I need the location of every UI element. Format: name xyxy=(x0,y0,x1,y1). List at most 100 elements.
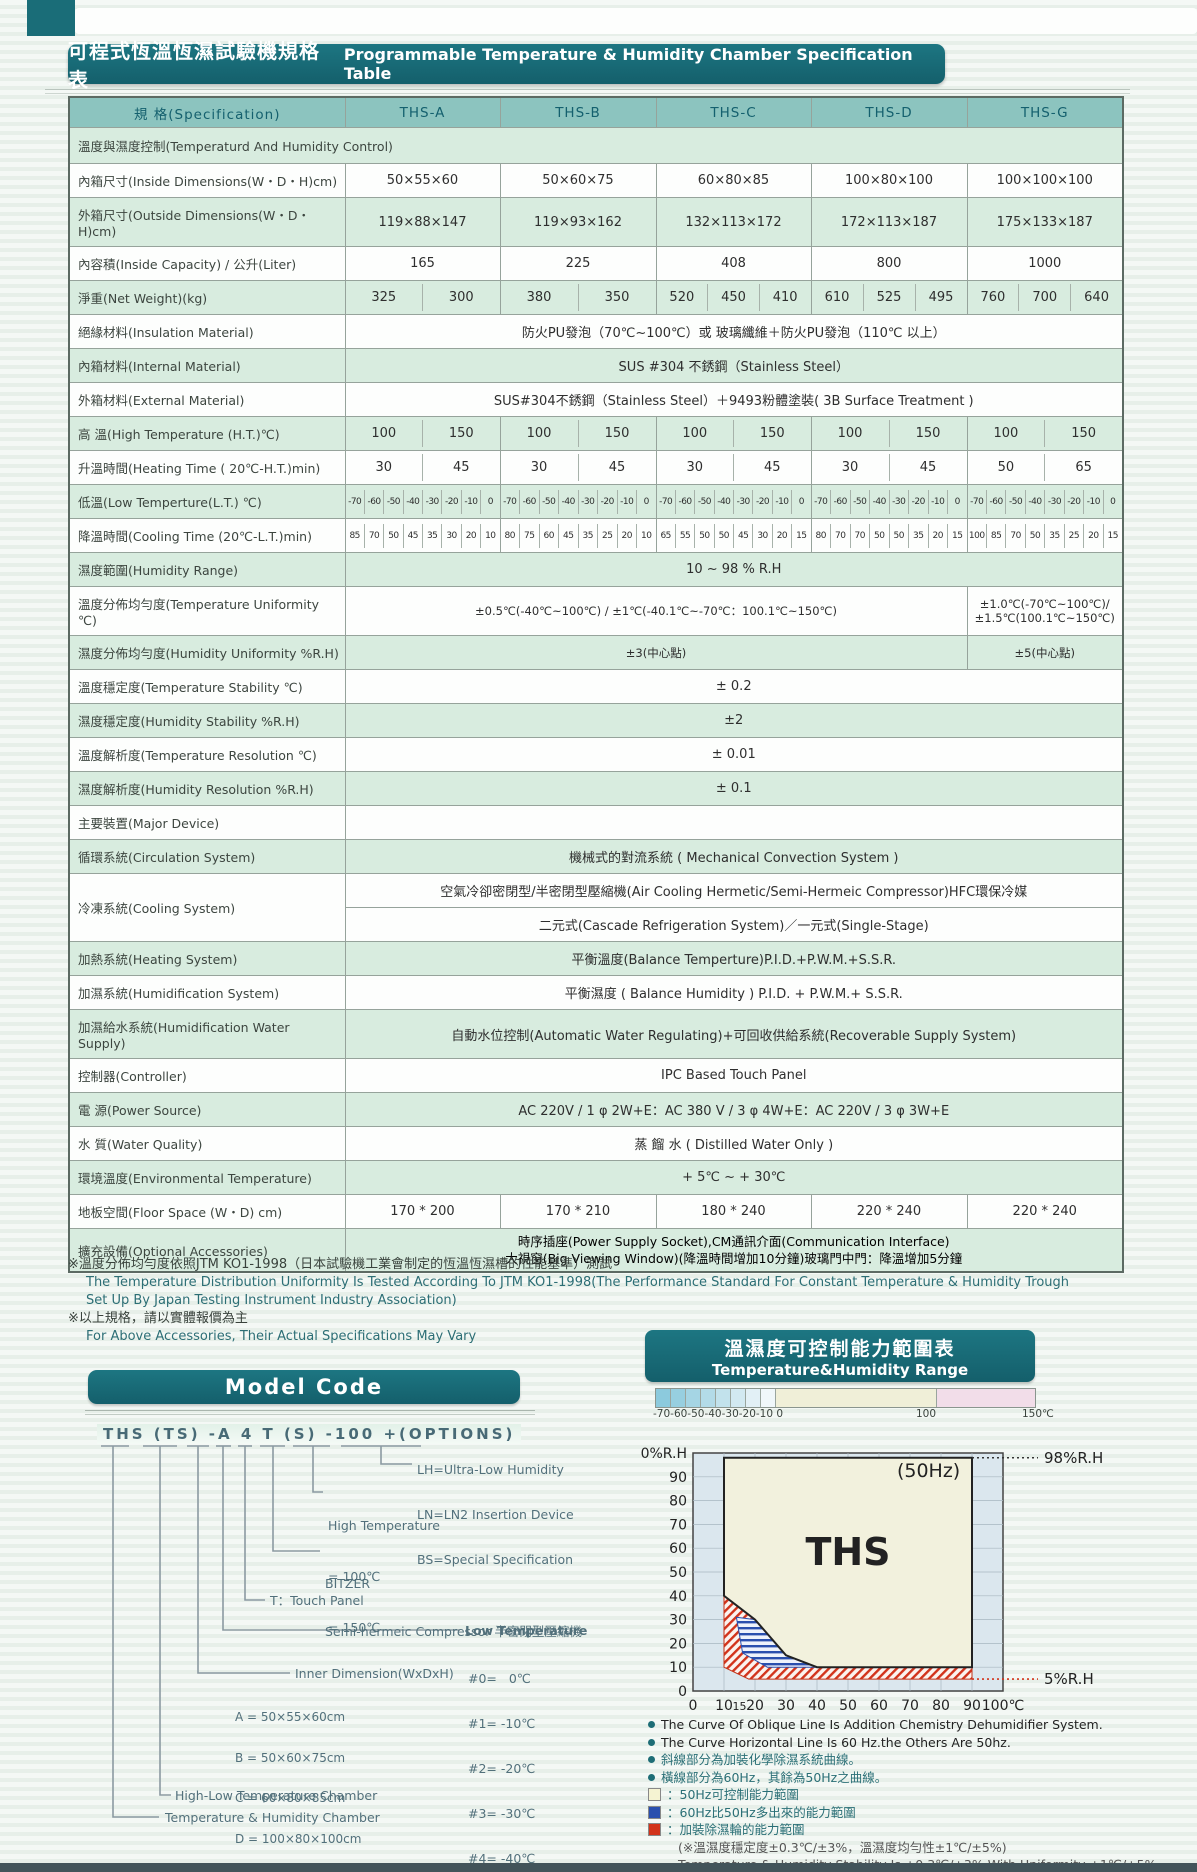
row-value-group: 100 150 xyxy=(344,416,501,451)
sub-value: 30 xyxy=(752,523,771,548)
sub-value: 30 xyxy=(530,460,548,475)
legend-row: (※溫濕度穩定度±0.3℃/±3%，溫濕度均勻性±1℃/±5%) xyxy=(646,1839,1194,1857)
sub-values: 610 525 495 xyxy=(812,284,966,311)
sub-value: 525 xyxy=(862,284,915,311)
high-temp-item: = 150℃ xyxy=(328,1620,381,1635)
page-title-en: Programmable Temperature & Humidity Cham… xyxy=(343,45,913,83)
y-tick-label: 90 xyxy=(669,1470,687,1486)
sub-value: 85 xyxy=(349,530,360,541)
legend-bullet-icon xyxy=(648,1756,655,1764)
row-label: 高 溫(High Temperature (H.T.)℃) xyxy=(68,416,346,451)
sub-value: 15 xyxy=(947,523,966,548)
model-code-string: THS (TS) -A 4 T (S) -100 +(OPTIONS) xyxy=(97,1424,522,1444)
table-row: 低溫(Low Temperture(L.T.) ℃) -70 -60 -50 -40 -3… xyxy=(68,484,1124,519)
row-value-group: 100 150 xyxy=(810,416,968,451)
sub-value: -50 xyxy=(538,489,559,514)
sub-values: 325 300 xyxy=(346,284,499,311)
table-row: 水 質(Water Quality) 蒸 餾 水 ( Distilled Wate… xyxy=(68,1126,1124,1161)
x-tick-label: 80 xyxy=(932,1698,950,1714)
strip-tick: 100 xyxy=(916,1408,937,1420)
row-value: 220 * 240 xyxy=(966,1194,1124,1229)
sub-value: -10 xyxy=(1083,489,1102,514)
legend-text: 斜線部分為加裝化學除濕系統曲線。 xyxy=(661,1752,862,1767)
option-item: LH=Ultra-Low Humidity xyxy=(417,1462,564,1477)
sub-value: 350 xyxy=(577,284,656,311)
sub-value: 20 xyxy=(616,523,637,548)
row-value-group: 50 65 xyxy=(966,450,1124,485)
row-value: 132×113×172 xyxy=(655,197,812,247)
ts-chamber-label: High-Low Temperature Chamber xyxy=(175,1788,378,1803)
sub-value: -20 xyxy=(441,489,460,514)
legend-row: ：60Hz比50Hz多出來的能力範圍 xyxy=(646,1804,1194,1822)
row-value-group: -70 -60 -50 -40 -30 -20 -10 0 xyxy=(810,484,968,519)
inner-dim-item: C = 60×80×85cm xyxy=(235,1791,346,1805)
range-chart-title-zh: 溫濕度可控制能力範圍表 xyxy=(724,1337,956,1360)
sub-values: 380 350 xyxy=(501,284,656,311)
legend-row: 斜線部分為加裝化學除濕系統曲線。 xyxy=(646,1751,1194,1769)
row-value-group: 610 525 495 xyxy=(810,280,968,315)
sub-value: 410 xyxy=(758,284,810,311)
model-code-connectors xyxy=(101,1445,460,1818)
row-value: 225 xyxy=(499,246,657,281)
strip-cold-cell xyxy=(670,1389,685,1407)
sub-value: 50 xyxy=(383,523,402,548)
sub-value: -30 xyxy=(1044,489,1063,514)
sub-value: 45 xyxy=(558,523,578,548)
low-temp-item: #1= -10℃ xyxy=(468,1716,536,1731)
legend-text: The Curve Horizontal Line Is 60 Hz.the O… xyxy=(661,1734,1011,1750)
spec-table-wrap: 規 格(Specification) THS-A THS-B THS-C THS-D TH… xyxy=(68,96,1124,1273)
row-value-group: 100 85 70 50 35 25 20 15 xyxy=(966,518,1124,553)
row-label: 外箱尺寸(Outside Dimensions(W・D・H)cm) xyxy=(68,197,346,247)
sub-value: -40 xyxy=(402,489,422,514)
sub-value: -60 xyxy=(363,489,383,514)
sub-value: 10 xyxy=(636,523,655,548)
row-value: 60×80×85 xyxy=(655,163,812,198)
chart-annotation: (50Hz) xyxy=(897,1460,960,1482)
row-value: 100×80×100 xyxy=(810,163,968,198)
low-temp-item: #0= 0℃ xyxy=(468,1671,531,1686)
divider xyxy=(45,89,1130,90)
sub-value: 15 xyxy=(1102,523,1122,548)
y-tick-label: 60 xyxy=(669,1541,687,1557)
sub-value: 30 xyxy=(441,523,460,548)
table-row: 高 溫(High Temperature (H.T.)℃) 100 150 100 15… xyxy=(68,416,1124,451)
legend-row: The Curve Of Oblique Line Is Addition Ch… xyxy=(646,1716,1194,1734)
row-label: 降溫時間(Cooling Time (20℃-L.T.)min) xyxy=(68,518,346,553)
row-label: 淨重(Net Weight)(kg) xyxy=(68,280,346,315)
footnote-line: Set Up By Japan Testing Instrument Indus… xyxy=(86,1293,457,1308)
footnote-line: ※溫度分佈均勻度依照JTM KO1-1998（日本試驗機工業會制定的恆溫恆濕槽的… xyxy=(68,1257,613,1272)
table-row: 溫度解析度(Temperature Resolution ℃) ± 0.01 xyxy=(68,737,1124,772)
sub-value: -30 xyxy=(733,489,752,514)
table-row: 加熱系統(Heating System) 平衡溫度(Balance Tempert… xyxy=(68,941,1124,976)
sub-value: 55 xyxy=(674,523,694,548)
sub-value: 50 xyxy=(713,523,733,548)
table-row: 主要裝置(Major Device) xyxy=(68,805,1124,840)
row-value: ±5(中心點) xyxy=(966,635,1124,670)
strip-cold-cell xyxy=(760,1389,775,1407)
sub-value: 100 xyxy=(837,426,863,441)
inner-dim-item: D = 100×80×100cm xyxy=(235,1831,362,1846)
sub-value: 70 xyxy=(830,523,850,548)
sub-values: 100 85 70 50 35 25 20 15 xyxy=(968,523,1122,548)
row-label: 循環系統(Circulation System) xyxy=(68,839,346,874)
sub-value: 45 xyxy=(402,523,422,548)
model-column-header: THS-A xyxy=(344,96,501,128)
row-label: 絕緣材料(Insulation Material) xyxy=(68,314,346,349)
sub-value: 300 xyxy=(422,284,499,311)
model-code-title: Model Code xyxy=(88,1370,520,1404)
sub-values: 100 150 xyxy=(501,420,655,447)
x-tick-label: 60 xyxy=(870,1698,888,1714)
low-temp-codes: #0= 0℃ #1= -10℃ #2= -20℃ #3= -30℃ #4= -4… xyxy=(468,1641,535,1872)
row-value: 800 xyxy=(810,246,968,281)
sub-values: 80 70 70 50 50 35 20 15 xyxy=(812,523,966,548)
row-value: 119×88×147 xyxy=(344,197,501,247)
x-tick-label: 50 xyxy=(839,1698,857,1714)
row-value-group: 80 70 70 50 50 35 20 15 xyxy=(810,518,968,553)
sub-value: -40 xyxy=(558,489,578,514)
sub-values: 30 45 xyxy=(501,454,655,481)
row-value: + 5℃ ~ + 30℃ xyxy=(344,1160,1124,1195)
strip-tick: 150℃ xyxy=(1022,1408,1054,1420)
sub-value: 45 xyxy=(888,454,967,481)
sub-values: 80 75 60 45 35 25 20 10 xyxy=(501,523,655,548)
